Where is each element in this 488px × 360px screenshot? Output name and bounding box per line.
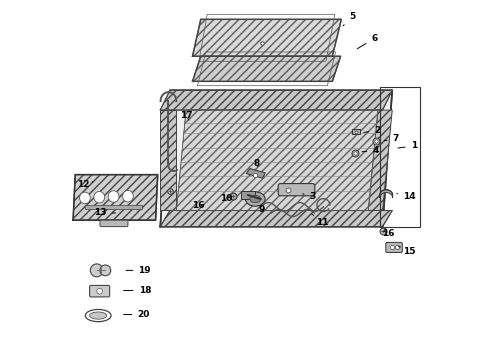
Polygon shape xyxy=(85,205,142,209)
Text: 9: 9 xyxy=(258,205,264,214)
Circle shape xyxy=(100,265,110,276)
Polygon shape xyxy=(160,110,176,211)
Ellipse shape xyxy=(80,192,90,204)
Ellipse shape xyxy=(122,190,133,202)
Text: 1: 1 xyxy=(397,141,416,150)
FancyBboxPatch shape xyxy=(100,220,128,226)
Ellipse shape xyxy=(249,195,260,203)
FancyBboxPatch shape xyxy=(278,184,314,196)
Ellipse shape xyxy=(89,312,106,319)
Text: 13: 13 xyxy=(94,208,115,217)
Text: 12: 12 xyxy=(77,180,93,189)
Text: 18: 18 xyxy=(123,286,151,295)
FancyBboxPatch shape xyxy=(385,242,402,252)
Text: 8: 8 xyxy=(253,159,260,168)
Text: 7: 7 xyxy=(384,134,398,143)
Text: 15: 15 xyxy=(398,246,415,256)
Text: 17: 17 xyxy=(180,111,192,120)
Text: 20: 20 xyxy=(123,310,149,319)
Bar xyxy=(351,129,359,134)
Polygon shape xyxy=(246,168,265,178)
Ellipse shape xyxy=(85,310,111,321)
Circle shape xyxy=(90,264,103,277)
Text: 19: 19 xyxy=(126,266,151,275)
Polygon shape xyxy=(379,190,392,198)
Text: 10: 10 xyxy=(219,194,232,203)
Polygon shape xyxy=(160,211,391,226)
Polygon shape xyxy=(192,56,340,81)
Text: 4: 4 xyxy=(361,146,378,155)
Bar xyxy=(241,191,255,199)
Polygon shape xyxy=(176,110,377,211)
Ellipse shape xyxy=(108,191,119,202)
Circle shape xyxy=(97,288,102,294)
Polygon shape xyxy=(367,110,391,211)
Text: 2: 2 xyxy=(363,126,380,135)
Polygon shape xyxy=(192,19,341,56)
Ellipse shape xyxy=(94,192,104,203)
FancyBboxPatch shape xyxy=(89,285,109,297)
Text: 14: 14 xyxy=(396,192,415,201)
Text: 6: 6 xyxy=(357,34,377,49)
Polygon shape xyxy=(73,175,158,220)
Polygon shape xyxy=(97,267,105,274)
Text: 11: 11 xyxy=(311,214,328,227)
Polygon shape xyxy=(160,90,391,226)
Polygon shape xyxy=(160,90,391,110)
Text: 5: 5 xyxy=(343,12,354,26)
Text: 3: 3 xyxy=(302,192,315,201)
Text: 16: 16 xyxy=(381,229,393,238)
Text: 16: 16 xyxy=(192,201,204,210)
Bar xyxy=(379,87,419,227)
Ellipse shape xyxy=(245,192,264,206)
